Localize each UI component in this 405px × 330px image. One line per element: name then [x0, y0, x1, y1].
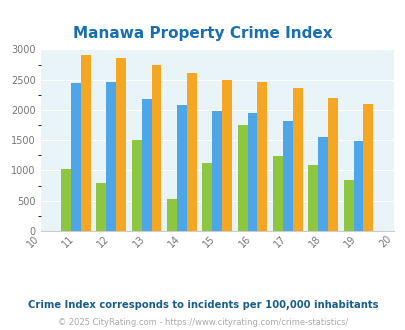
Bar: [71, 83, 81, 231]
Bar: [247, 113, 257, 231]
Bar: [151, 65, 161, 231]
Bar: [222, 80, 232, 231]
Bar: [237, 125, 247, 231]
Bar: [212, 111, 222, 231]
Bar: [177, 105, 186, 231]
Bar: [327, 98, 337, 231]
Bar: [81, 55, 91, 231]
Bar: [61, 169, 71, 231]
Bar: [202, 163, 212, 231]
Text: Manawa Property Crime Index: Manawa Property Crime Index: [73, 26, 332, 41]
Bar: [96, 183, 106, 231]
Text: Crime Index corresponds to incidents per 100,000 inhabitants: Crime Index corresponds to incidents per…: [28, 300, 377, 310]
Bar: [343, 180, 353, 231]
Bar: [186, 73, 196, 231]
Bar: [362, 104, 373, 231]
Text: © 2025 CityRating.com - https://www.cityrating.com/crime-statistics/: © 2025 CityRating.com - https://www.city…: [58, 318, 347, 327]
Bar: [257, 82, 267, 231]
Bar: [307, 165, 318, 231]
Bar: [116, 58, 126, 231]
Bar: [131, 140, 141, 231]
Bar: [141, 99, 151, 231]
Bar: [166, 199, 177, 231]
Bar: [106, 82, 116, 231]
Bar: [353, 142, 362, 231]
Bar: [292, 87, 302, 231]
Bar: [318, 137, 327, 231]
Bar: [282, 121, 292, 231]
Bar: [272, 156, 282, 231]
